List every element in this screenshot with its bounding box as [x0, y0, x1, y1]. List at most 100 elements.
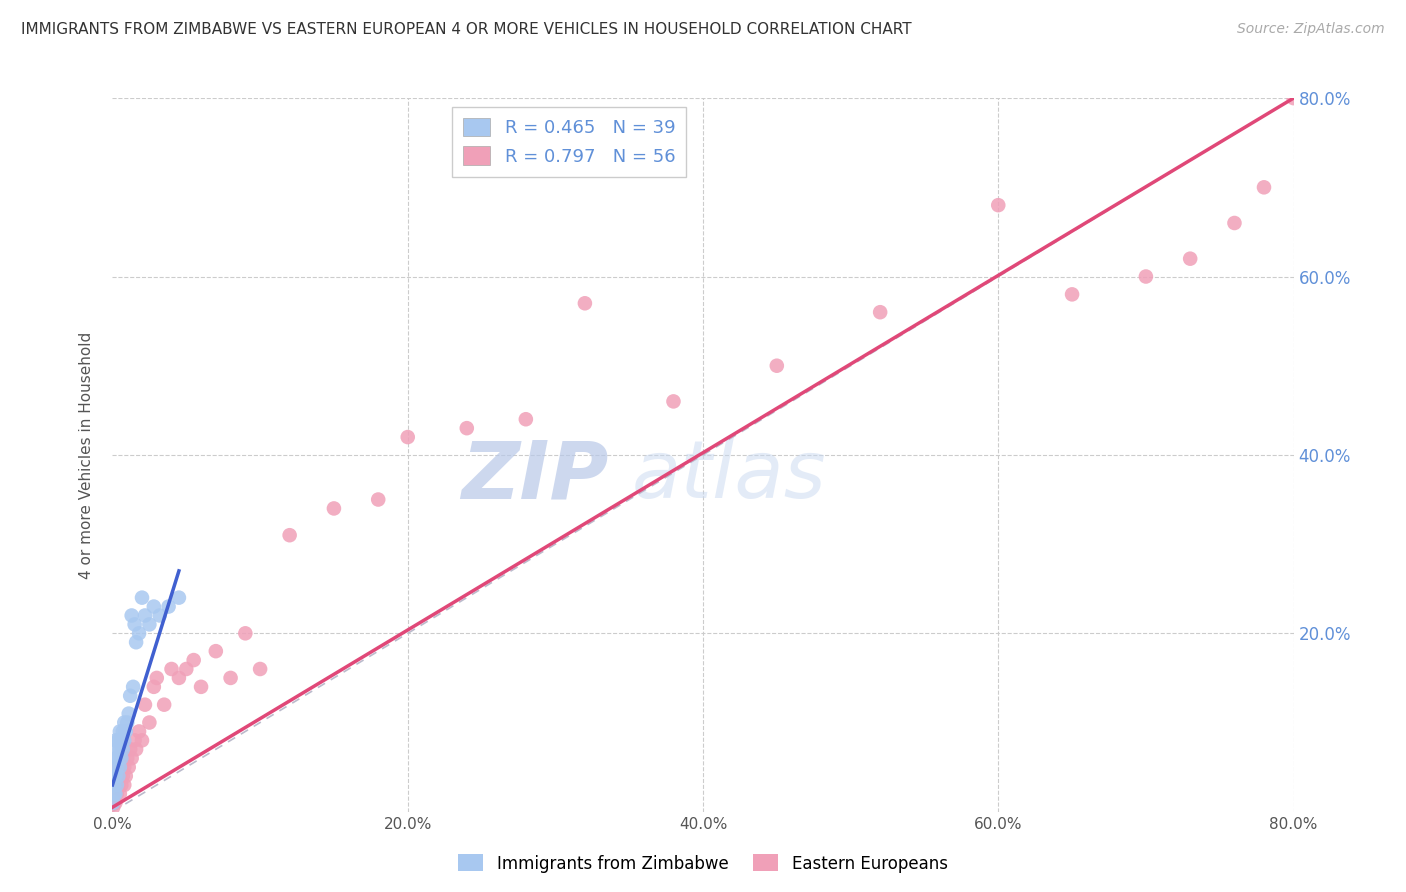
Point: [219, 671, 242, 685]
Point: [103, 796, 125, 810]
Point: [323, 501, 346, 516]
Point: [118, 760, 141, 774]
Point: [103, 787, 125, 801]
Point: [118, 706, 141, 721]
Legend: R = 0.465   N = 39, R = 0.797   N = 56: R = 0.465 N = 39, R = 0.797 N = 56: [453, 107, 686, 177]
Point: [249, 662, 271, 676]
Text: ZIP: ZIP: [461, 437, 609, 516]
Point: [1282, 91, 1305, 105]
Point: [138, 715, 160, 730]
Point: [103, 800, 125, 814]
Point: [190, 680, 212, 694]
Point: [160, 662, 183, 676]
Text: atlas: atlas: [633, 437, 827, 516]
Point: [128, 626, 150, 640]
Point: [104, 733, 127, 747]
Point: [367, 492, 389, 507]
Point: [107, 751, 129, 765]
Point: [1062, 287, 1084, 301]
Point: [869, 305, 891, 319]
Point: [167, 591, 190, 605]
Point: [146, 671, 169, 685]
Point: [142, 680, 165, 694]
Point: [1178, 252, 1201, 266]
Point: [103, 769, 125, 783]
Y-axis label: 4 or more Vehicles in Household: 4 or more Vehicles in Household: [79, 331, 94, 579]
Point: [104, 796, 127, 810]
Point: [138, 617, 160, 632]
Point: [105, 769, 128, 783]
Point: [108, 742, 131, 756]
Point: [1253, 180, 1275, 194]
Point: [112, 715, 135, 730]
Point: [131, 591, 153, 605]
Point: [987, 198, 1010, 212]
Point: [105, 742, 128, 756]
Point: [125, 635, 148, 649]
Point: [183, 653, 205, 667]
Point: [167, 671, 190, 685]
Point: [108, 769, 131, 783]
Point: [121, 608, 143, 623]
Point: [1135, 269, 1157, 284]
Point: [107, 733, 129, 747]
Point: [134, 698, 156, 712]
Point: [515, 412, 537, 426]
Point: [149, 608, 172, 623]
Point: [142, 599, 165, 614]
Point: [104, 751, 127, 765]
Point: [103, 787, 125, 801]
Point: [108, 760, 131, 774]
Point: [112, 760, 135, 774]
Point: [112, 778, 135, 792]
Point: [122, 680, 145, 694]
Point: [233, 626, 256, 640]
Point: [112, 733, 135, 747]
Point: [124, 617, 146, 632]
Point: [103, 778, 125, 792]
Point: [111, 742, 134, 756]
Point: [205, 644, 228, 658]
Point: [104, 769, 127, 783]
Point: [1223, 216, 1246, 230]
Point: [134, 608, 156, 623]
Point: [111, 769, 134, 783]
Point: [174, 662, 197, 676]
Point: [107, 778, 129, 792]
Point: [103, 796, 125, 810]
Point: [105, 787, 128, 801]
Point: [110, 778, 132, 792]
Point: [278, 528, 301, 542]
Point: [108, 724, 131, 739]
Point: [105, 778, 128, 792]
Point: [120, 689, 142, 703]
Point: [131, 733, 153, 747]
Point: [125, 742, 148, 756]
Point: [111, 724, 134, 739]
Point: [110, 733, 132, 747]
Point: [110, 760, 132, 774]
Point: [456, 421, 478, 435]
Text: IMMIGRANTS FROM ZIMBABWE VS EASTERN EUROPEAN 4 OR MORE VEHICLES IN HOUSEHOLD COR: IMMIGRANTS FROM ZIMBABWE VS EASTERN EURO…: [21, 22, 911, 37]
Point: [107, 769, 129, 783]
Point: [121, 751, 143, 765]
Point: [110, 751, 132, 765]
Point: [107, 760, 129, 774]
Point: [104, 787, 127, 801]
Point: [104, 778, 127, 792]
Point: [114, 769, 136, 783]
Point: [153, 698, 176, 712]
Point: [108, 787, 131, 801]
Point: [117, 751, 138, 765]
Point: [157, 599, 180, 614]
Point: [128, 724, 150, 739]
Point: [120, 742, 142, 756]
Point: [766, 359, 789, 373]
Point: [396, 430, 419, 444]
Legend: Immigrants from Zimbabwe, Eastern Europeans: Immigrants from Zimbabwe, Eastern Europe…: [451, 847, 955, 880]
Point: [114, 724, 136, 739]
Point: [662, 394, 685, 409]
Point: [117, 715, 138, 730]
Point: [105, 760, 128, 774]
Point: [574, 296, 596, 310]
